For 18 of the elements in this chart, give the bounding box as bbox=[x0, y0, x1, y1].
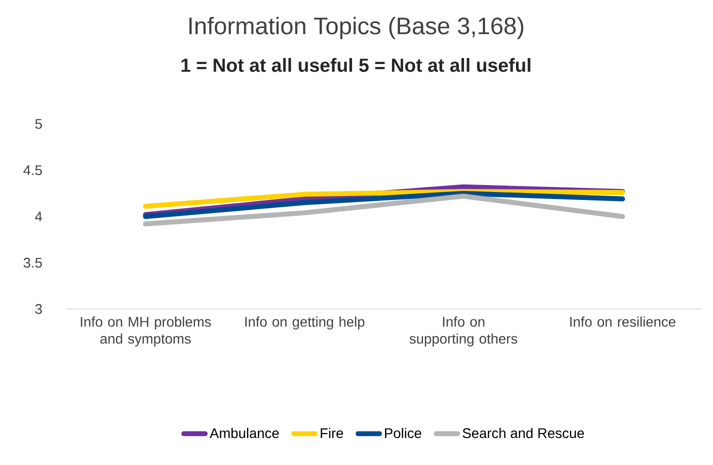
y-tick-label: 3 bbox=[35, 304, 42, 314]
y-tick-label: 3.5 bbox=[24, 258, 42, 268]
legend-label: Search and Rescue bbox=[462, 428, 584, 438]
y-tick-label: 5 bbox=[35, 119, 42, 129]
chart-subtitle: 1 = Not at all useful 5 = Not at all useful bbox=[182, 58, 530, 72]
y-tick-label: 4.5 bbox=[23, 165, 42, 176]
line-series bbox=[143, 189, 625, 209]
line-series bbox=[143, 190, 625, 219]
legend-label: Police bbox=[385, 428, 422, 438]
x-tick-label: Info on resilience bbox=[570, 316, 676, 327]
y-tick-label: 4 bbox=[35, 212, 42, 222]
chart-title: Information Topics (Base 3,168) bbox=[189, 16, 524, 40]
legend-label: Ambulance bbox=[210, 428, 279, 438]
line-series bbox=[143, 194, 625, 226]
legend-label: Fire bbox=[320, 428, 344, 438]
x-tick-label: Info on MH problems and symptoms bbox=[80, 316, 211, 346]
x-tick-label: Info on getting help bbox=[245, 316, 364, 330]
x-tick-label: Info on supporting others bbox=[410, 316, 518, 346]
